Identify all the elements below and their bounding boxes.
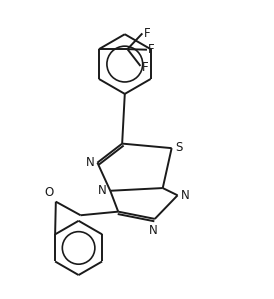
Text: S: S [175,141,182,154]
Text: F: F [142,61,149,74]
Text: O: O [44,186,54,199]
Text: N: N [98,184,107,197]
Text: N: N [149,224,158,237]
Text: N: N [181,189,190,202]
Text: F: F [144,27,150,40]
Text: N: N [85,156,94,169]
Text: F: F [148,43,155,56]
